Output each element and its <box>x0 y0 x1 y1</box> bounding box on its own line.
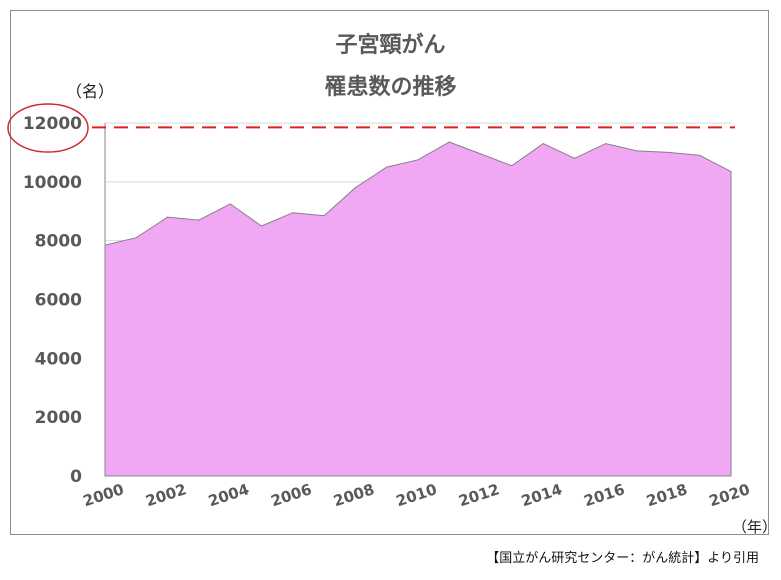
y-axis-ticks: 0 2000 4000 6000 8000 10000 12000 <box>23 114 82 487</box>
x-tick-label: 2008 <box>331 480 376 510</box>
data-point <box>229 203 231 205</box>
y-tick-label: 12000 <box>23 114 82 134</box>
x-tick-label: 2010 <box>394 480 439 510</box>
x-axis-unit-label: （年） <box>732 518 778 536</box>
x-tick-label: 2014 <box>519 480 564 510</box>
y-tick-label: 4000 <box>35 349 82 369</box>
x-tick-label: 2020 <box>707 480 752 510</box>
x-tick-label: 2002 <box>143 480 188 510</box>
data-point <box>636 150 638 152</box>
data-point <box>135 237 137 239</box>
x-tick-label: 2012 <box>456 480 501 510</box>
x-tick-label: 2018 <box>644 480 689 510</box>
data-point <box>261 225 262 227</box>
data-point <box>542 143 544 145</box>
y-tick-label: 6000 <box>35 291 82 311</box>
chart-title: 子宮頸がん <box>335 33 446 58</box>
data-point <box>699 154 701 156</box>
source-note: 【国立がん研究センター：がん統計】より引用 <box>486 551 759 566</box>
data-point <box>730 171 732 173</box>
data-point <box>386 166 388 168</box>
data-point <box>292 212 294 214</box>
data-point <box>511 165 513 167</box>
y-axis-unit-label: （名） <box>66 82 115 101</box>
data-point <box>605 143 607 145</box>
data-point <box>667 151 669 153</box>
y-tick-label: 10000 <box>23 173 82 193</box>
x-tick-label: 2016 <box>582 480 627 510</box>
data-point <box>323 215 325 217</box>
y-tick-label: 8000 <box>35 232 82 252</box>
area-fill <box>104 141 732 477</box>
data-point <box>448 141 450 143</box>
chart-subtitle: 罹患数の推移 <box>324 75 457 100</box>
data-point <box>417 159 419 161</box>
y-tick-label: 0 <box>70 467 82 487</box>
y-tick-label: 2000 <box>35 408 82 428</box>
x-tick-label: 2006 <box>269 480 314 510</box>
x-tick-label: 2004 <box>206 480 251 510</box>
data-point <box>198 219 200 221</box>
data-point <box>574 157 575 159</box>
annotations <box>7 103 89 153</box>
x-tick-label: 2000 <box>81 480 126 510</box>
data-point <box>480 153 482 155</box>
area-series <box>104 123 732 477</box>
data-point <box>354 187 356 189</box>
highlight-circle <box>7 103 89 153</box>
data-point <box>167 216 169 218</box>
x-axis-ticks: 2000 2002 2004 2006 2008 2010 2012 2014 2016 2018… <box>81 480 752 510</box>
